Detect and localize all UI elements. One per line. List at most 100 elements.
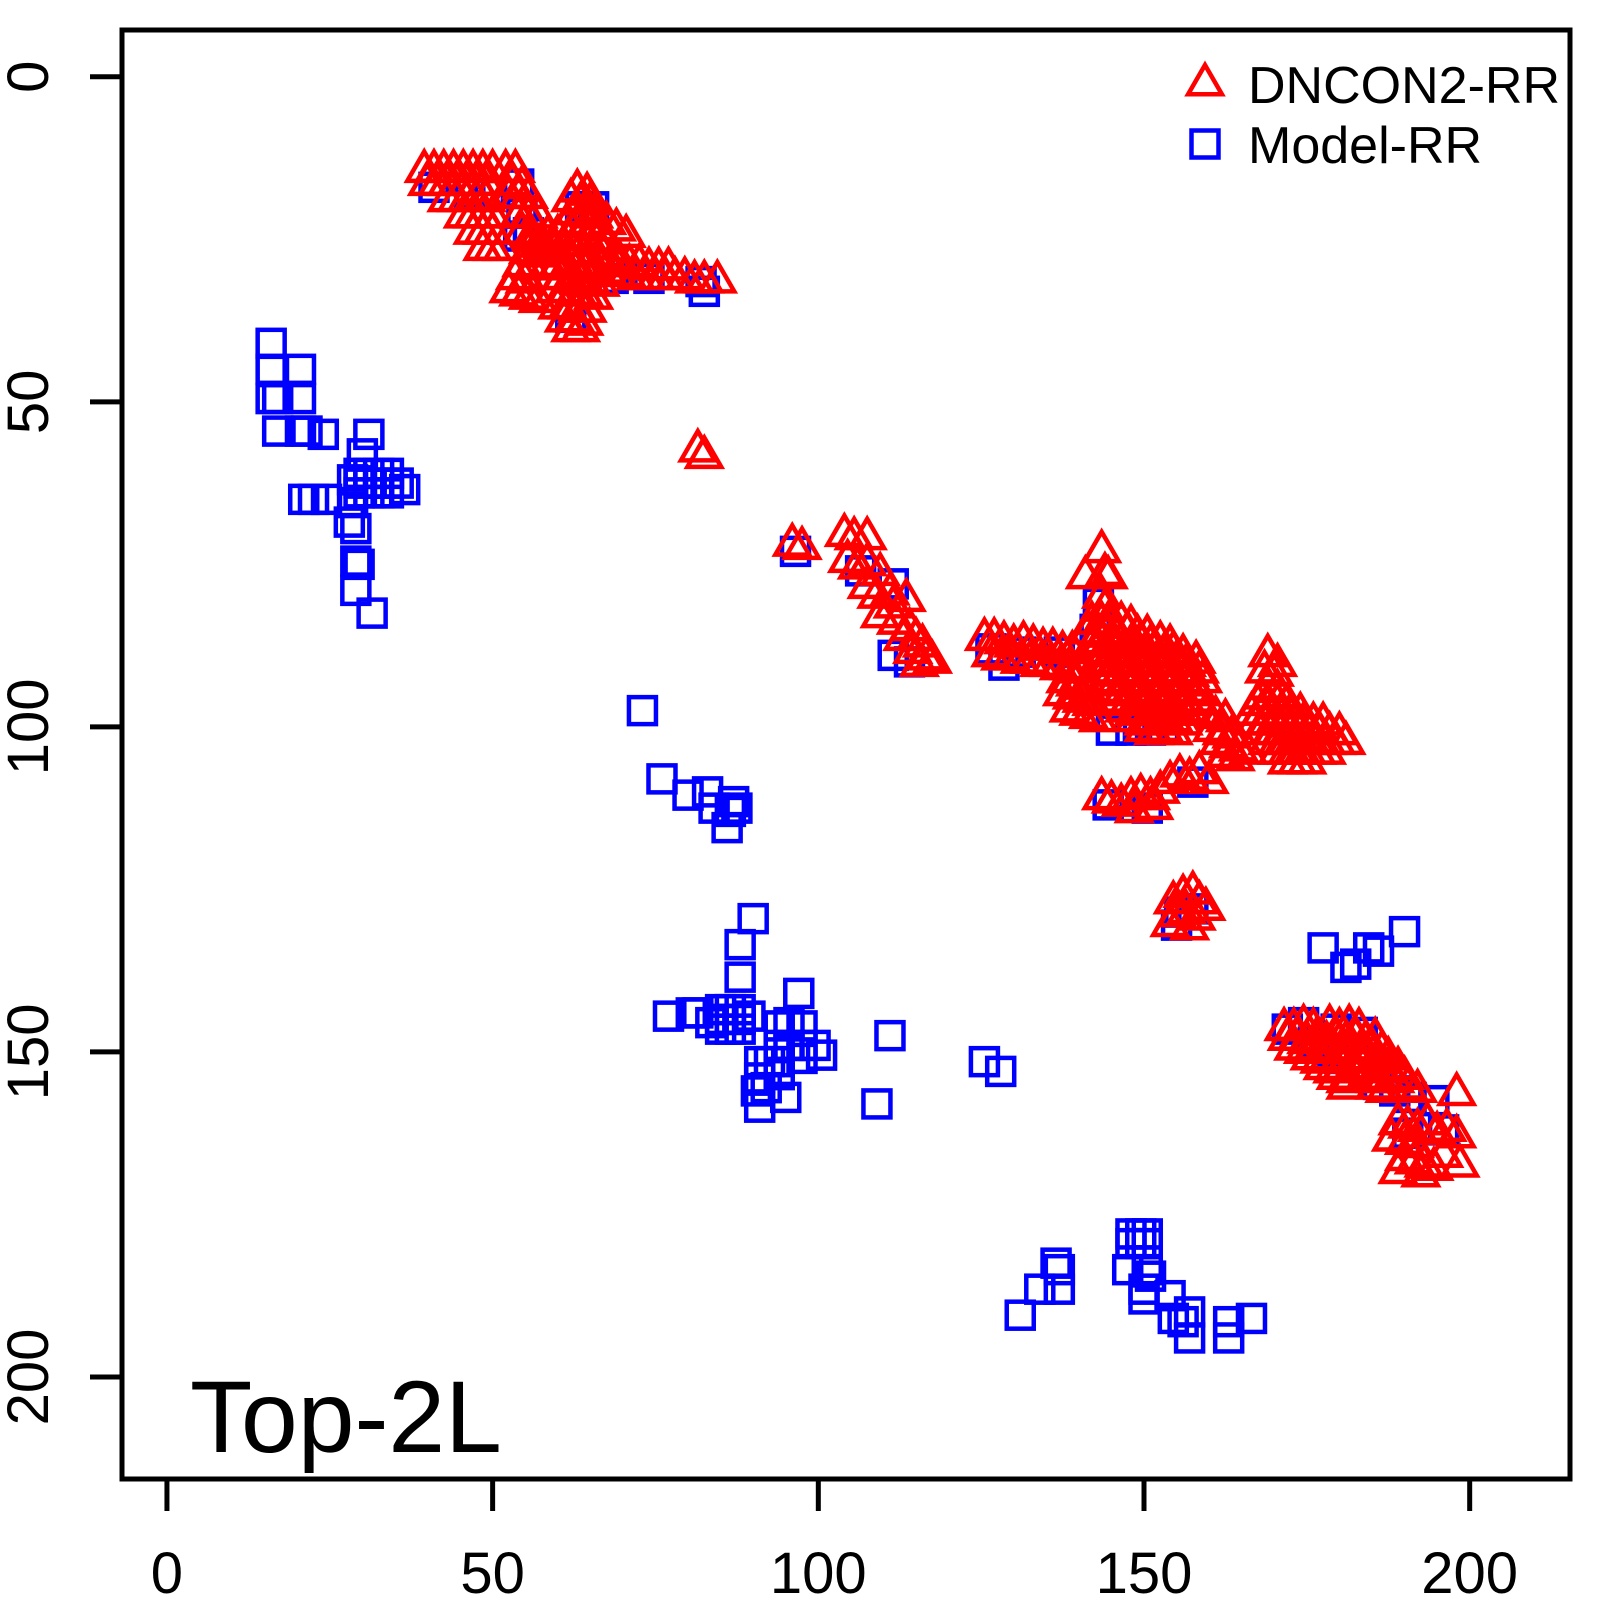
square-marker xyxy=(763,1010,795,1042)
square-marker xyxy=(1307,932,1339,964)
y-axis-tick-label: 0 xyxy=(0,61,61,93)
triangle-marker xyxy=(1123,706,1165,743)
square-marker xyxy=(652,1000,685,1032)
square-marker xyxy=(1115,1227,1147,1260)
triangle-marker xyxy=(1387,1063,1429,1100)
square-marker xyxy=(968,1045,1001,1078)
square-marker xyxy=(1043,1273,1076,1305)
square-marker xyxy=(255,353,287,386)
triangle-marker xyxy=(488,267,530,304)
square-marker xyxy=(1131,1218,1164,1250)
square-marker xyxy=(1131,1253,1164,1286)
triangle-marker xyxy=(1028,641,1071,678)
triangle-marker xyxy=(585,199,628,236)
square-marker xyxy=(1024,1273,1056,1305)
y-axis-tick-label: 200 xyxy=(0,1329,61,1426)
triangle-marker xyxy=(1364,1066,1406,1103)
triangle-marker xyxy=(1282,1027,1325,1064)
square-marker xyxy=(284,382,317,415)
triangle-marker xyxy=(1064,553,1107,590)
square-marker xyxy=(737,902,769,935)
triangle-marker xyxy=(771,520,814,557)
square-marker xyxy=(1124,1218,1157,1250)
square-marker xyxy=(1339,948,1372,980)
triangle-marker xyxy=(1168,754,1211,791)
square-icon xyxy=(1189,128,1221,160)
square-marker xyxy=(721,792,753,824)
triangle-marker xyxy=(1168,904,1211,941)
triangle-marker xyxy=(1325,1063,1367,1100)
triangle-marker xyxy=(898,641,941,678)
square-marker xyxy=(340,512,372,545)
triangle-marker xyxy=(1354,1063,1397,1100)
triangle-marker xyxy=(1067,693,1110,730)
square-marker xyxy=(724,928,756,961)
square-marker xyxy=(786,1042,818,1075)
square-marker xyxy=(372,467,405,499)
square-marker xyxy=(646,763,678,795)
square-marker-icon xyxy=(1189,128,1221,160)
triangle-marker xyxy=(1439,1141,1481,1178)
triangle-marker xyxy=(507,273,550,310)
square-marker xyxy=(333,506,366,538)
square-marker xyxy=(626,694,659,727)
square-marker xyxy=(874,1019,906,1052)
triangle-marker xyxy=(1149,901,1191,938)
triangle-marker xyxy=(1188,758,1230,795)
square-marker xyxy=(1212,1305,1245,1338)
triangle-marker xyxy=(989,634,1032,671)
y-axis-tick-label: 150 xyxy=(0,1004,61,1101)
triangle-marker xyxy=(1400,1151,1442,1188)
triangle-marker xyxy=(869,569,911,606)
square-marker xyxy=(805,1039,838,1071)
triangle-marker xyxy=(1142,706,1185,743)
square-marker xyxy=(734,1000,766,1032)
triangle-marker xyxy=(618,241,660,278)
series-DNCON2-RR xyxy=(403,147,1481,1188)
triangle-marker xyxy=(647,244,690,281)
triangle-marker xyxy=(696,257,739,294)
triangle-marker xyxy=(1422,1131,1465,1168)
x-axis-tick-label: 50 xyxy=(460,1541,525,1600)
square-marker xyxy=(362,467,395,499)
square-marker xyxy=(714,795,747,828)
square-marker xyxy=(255,327,287,360)
triangle-icon xyxy=(1184,60,1226,97)
square-marker xyxy=(1212,1322,1245,1354)
square-marker xyxy=(861,1088,893,1120)
square-marker xyxy=(984,1055,1017,1088)
square-marker xyxy=(1115,1218,1147,1250)
square-marker xyxy=(1388,915,1421,948)
plot-border xyxy=(119,27,1573,1482)
square-marker xyxy=(1173,1322,1206,1354)
triangle-marker xyxy=(1383,1118,1426,1155)
triangle-marker xyxy=(781,524,823,561)
square-marker xyxy=(340,574,372,607)
square-marker xyxy=(362,477,395,509)
triangle-marker xyxy=(1113,787,1156,824)
square-marker xyxy=(284,353,317,386)
triangle-marker xyxy=(1204,732,1247,769)
triangle-marker xyxy=(1396,1066,1439,1103)
square-marker xyxy=(356,597,388,629)
triangle-marker xyxy=(507,173,550,210)
triangle-marker xyxy=(605,212,647,249)
square-marker xyxy=(261,382,294,415)
triangle-marker xyxy=(1273,1024,1315,1061)
square-marker xyxy=(372,457,405,490)
triangle-marker xyxy=(1305,728,1348,765)
legend-item-dncon2-rr: DNCON2-RR xyxy=(1176,56,1560,116)
triangle-marker xyxy=(1048,686,1090,723)
square-marker xyxy=(1235,1302,1268,1335)
triangle-marker xyxy=(885,576,928,613)
square-marker xyxy=(750,1071,782,1104)
triangle-marker xyxy=(1058,689,1100,726)
square-marker xyxy=(388,473,421,506)
triangle-marker xyxy=(481,225,524,262)
triangle-marker xyxy=(970,631,1012,668)
square-marker xyxy=(261,415,294,447)
triangle-marker xyxy=(1286,738,1328,775)
x-axis-tick-label: 100 xyxy=(770,1541,867,1600)
triangle-marker xyxy=(904,634,947,671)
